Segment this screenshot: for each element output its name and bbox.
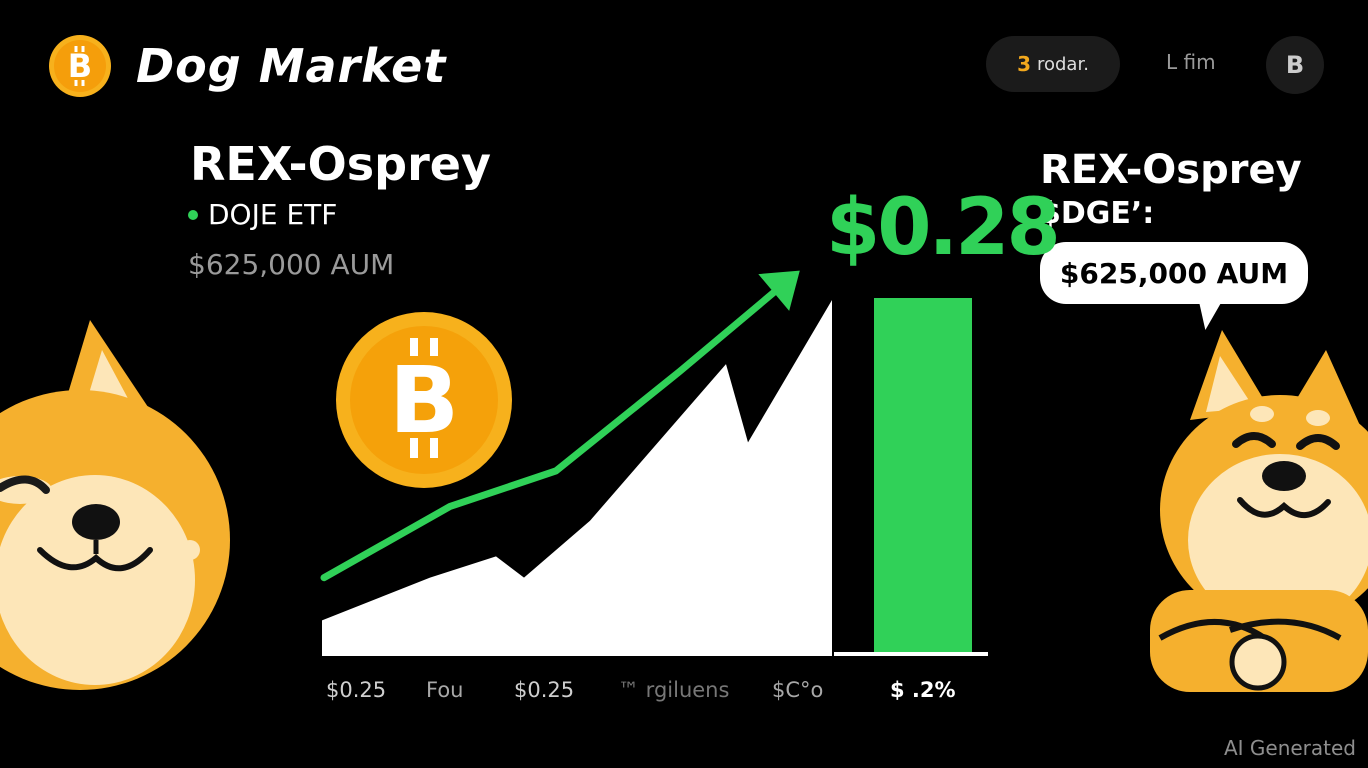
chart-area [322,300,832,656]
x-tick-label: $0.25 [326,678,387,702]
brand-logo-icon[interactable]: B [48,34,112,98]
aum-speech-bubble: $625,000 AUM [1040,242,1308,304]
brand-name[interactable]: Dog Market [136,39,447,93]
right-title: REX-Osprey [1040,147,1302,193]
x-tick-label: ™ rgiluens [618,678,730,702]
pill-number: 3 [1017,52,1031,76]
avatar[interactable]: B [1266,36,1324,94]
left-subtitle-row: DOJE ETF [188,196,337,234]
bitcoin-coin-icon: B [336,312,512,488]
watermark: AI Generated [1223,736,1356,760]
left-aum: $625,000 AUM [188,248,395,281]
green-dot-icon [188,210,198,220]
right-subtitle: $DGE’: [1040,196,1155,231]
svg-text:B: B [389,347,459,454]
svg-text:B: B [68,47,92,85]
header-link[interactable]: L fim [1166,50,1216,74]
trend-line [320,278,790,582]
chart-bar [874,298,972,656]
x-tick-label: $C°o [772,678,824,702]
price-value: $0.28 [826,183,1061,273]
shiba-dog-right-illustration [1150,330,1368,692]
shiba-dog-left-illustration [0,320,230,690]
pill-label: rodar. [1036,53,1089,75]
left-subtitle: DOJE ETF [208,198,338,231]
header-pill-button[interactable]: 3 rodar. [986,36,1120,92]
x-tick-label: $0.25 [514,678,575,702]
x-tick-label: $ .2% [890,678,956,702]
x-tick-label: Fou [426,678,464,702]
left-title: REX-Osprey [190,137,491,191]
trend-arrow-head-icon [758,270,800,311]
